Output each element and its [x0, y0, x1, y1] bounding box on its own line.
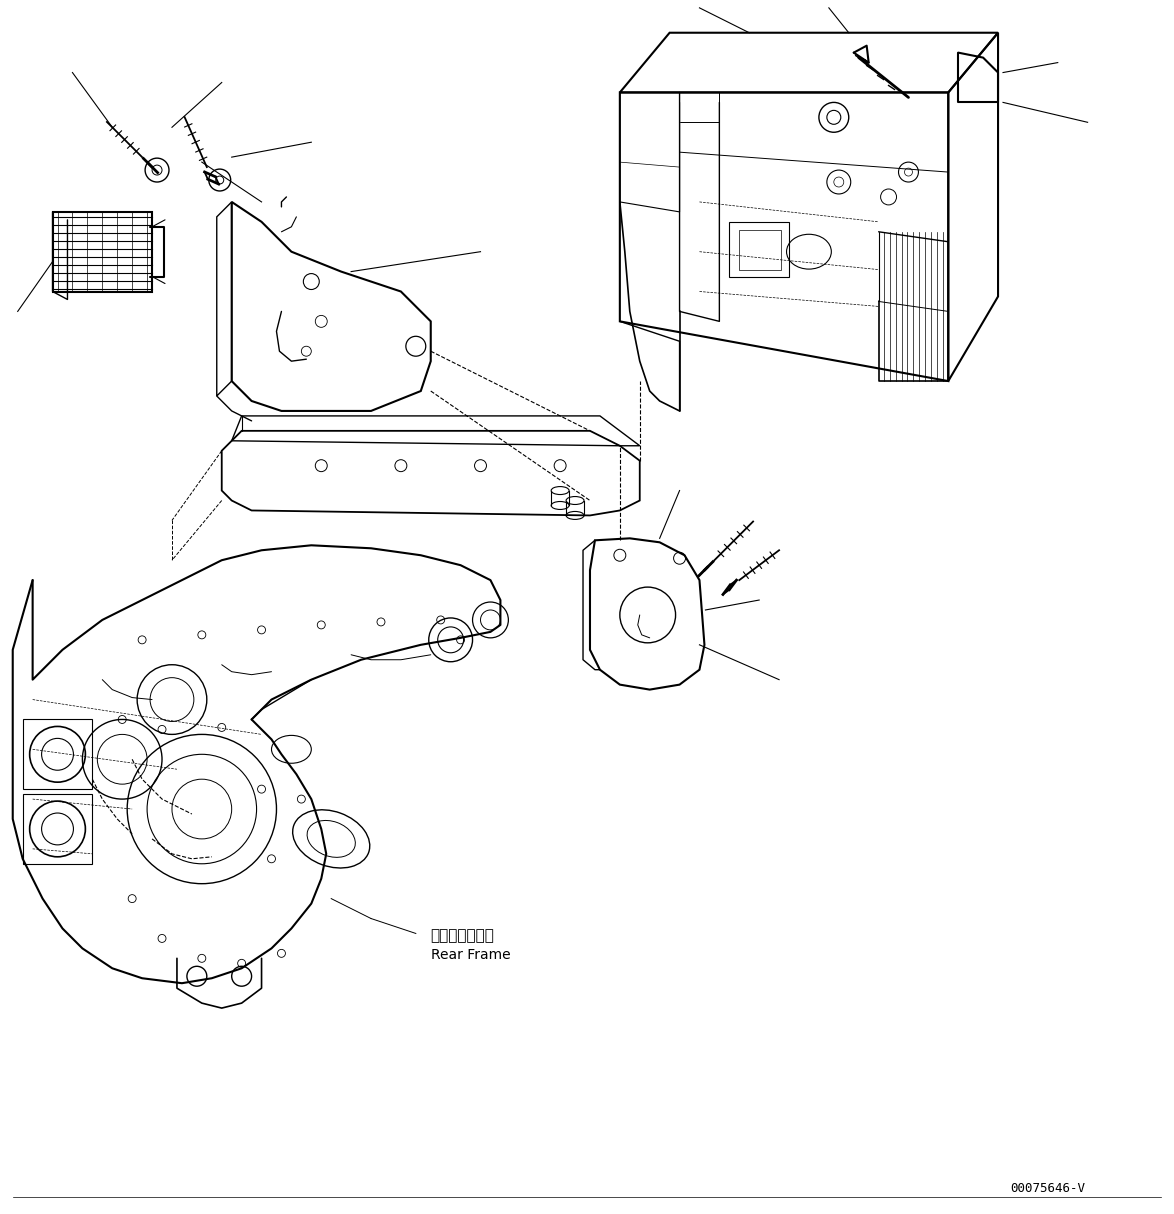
- Bar: [740, 229, 781, 270]
- Text: Rear Frame: Rear Frame: [431, 948, 511, 963]
- Bar: [729, 222, 789, 277]
- Bar: [22, 794, 93, 864]
- Bar: [53, 212, 153, 291]
- Bar: [22, 720, 93, 789]
- Text: 00075646-V: 00075646-V: [1011, 1182, 1085, 1196]
- Text: リヤーフレーム: リヤーフレーム: [431, 929, 494, 943]
